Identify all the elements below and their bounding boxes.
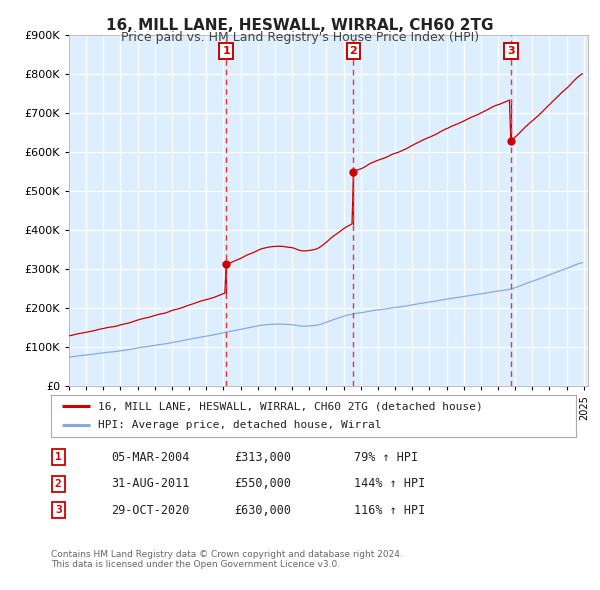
Text: This data is licensed under the Open Government Licence v3.0.: This data is licensed under the Open Gov…	[51, 560, 340, 569]
Text: £630,000: £630,000	[234, 504, 291, 517]
Text: 16, MILL LANE, HESWALL, WIRRAL, CH60 2TG (detached house): 16, MILL LANE, HESWALL, WIRRAL, CH60 2TG…	[98, 401, 483, 411]
Text: 3: 3	[55, 506, 62, 515]
Text: 3: 3	[507, 46, 515, 56]
Text: Contains HM Land Registry data © Crown copyright and database right 2024.: Contains HM Land Registry data © Crown c…	[51, 550, 403, 559]
Text: 1: 1	[223, 46, 230, 56]
Text: 116% ↑ HPI: 116% ↑ HPI	[354, 504, 425, 517]
Text: 29-OCT-2020: 29-OCT-2020	[111, 504, 190, 517]
Text: 2: 2	[55, 479, 62, 489]
Text: 144% ↑ HPI: 144% ↑ HPI	[354, 477, 425, 490]
Text: 2: 2	[350, 46, 358, 56]
Text: 16, MILL LANE, HESWALL, WIRRAL, CH60 2TG: 16, MILL LANE, HESWALL, WIRRAL, CH60 2TG	[106, 18, 494, 32]
Text: 1: 1	[55, 453, 62, 462]
Text: £550,000: £550,000	[234, 477, 291, 490]
Text: 31-AUG-2011: 31-AUG-2011	[111, 477, 190, 490]
Text: 05-MAR-2004: 05-MAR-2004	[111, 451, 190, 464]
Text: Price paid vs. HM Land Registry's House Price Index (HPI): Price paid vs. HM Land Registry's House …	[121, 31, 479, 44]
Text: £313,000: £313,000	[234, 451, 291, 464]
Text: HPI: Average price, detached house, Wirral: HPI: Average price, detached house, Wirr…	[98, 421, 382, 431]
Text: 79% ↑ HPI: 79% ↑ HPI	[354, 451, 418, 464]
